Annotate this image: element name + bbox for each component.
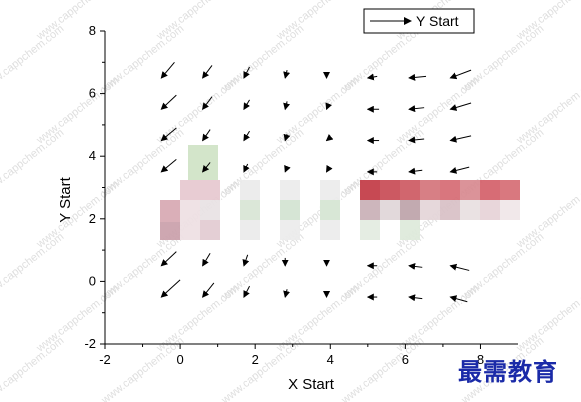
- y-tick-label: -2: [84, 336, 96, 351]
- vector-arrow: [283, 101, 291, 111]
- overlay-cell: [440, 180, 460, 200]
- overlay-cell: [240, 200, 260, 220]
- vector-arrow: [202, 96, 213, 111]
- x-axis-title: X Start: [288, 376, 335, 393]
- vector-arrow: [449, 69, 472, 80]
- overlay-cell: [180, 180, 220, 200]
- x-tick-label: 4: [327, 352, 334, 367]
- overlay-cell: [480, 200, 500, 220]
- vector-arrow: [201, 282, 215, 298]
- overlay-cell: [380, 180, 400, 200]
- pixelated-overlay: [160, 145, 520, 240]
- y-tick-label: 0: [89, 273, 96, 288]
- vector-arrow: [283, 289, 291, 299]
- overlay-cell: [180, 200, 200, 240]
- y-axis-title: Y Start: [57, 176, 74, 222]
- x-tick-label: 0: [176, 352, 183, 367]
- vector-arrow: [242, 254, 250, 267]
- vector-arrow: [325, 134, 334, 142]
- x-tick-label: 6: [402, 352, 409, 367]
- watermark-text: www.cappchem.com: [0, 335, 66, 402]
- vector-arrows: [160, 61, 472, 303]
- legend: Y Start: [363, 8, 475, 34]
- x-tick-label: 8: [477, 352, 484, 367]
- overlay-cell: [420, 180, 440, 200]
- overlay-cell: [320, 200, 340, 220]
- legend-box: [363, 8, 475, 34]
- overlay-cell: [500, 200, 520, 220]
- vector-arrow: [449, 166, 470, 174]
- y-tick-label: 6: [89, 86, 96, 101]
- watermark-text: www.cappchem.com: [0, 231, 66, 303]
- vector-arrow: [202, 65, 213, 79]
- overlay-cell: [460, 180, 480, 200]
- overlay-cell: [400, 220, 420, 240]
- vector-arrow: [408, 73, 427, 81]
- vector-arrow: [408, 136, 425, 144]
- vector-arrow: [243, 285, 250, 298]
- watermark-text: www.cappchem.com: [514, 283, 581, 355]
- overlay-cell: [280, 200, 300, 220]
- overlay-cell: [160, 222, 180, 240]
- vector-arrow: [325, 102, 332, 111]
- y-tick-label: 4: [89, 148, 96, 163]
- overlay-cell: [200, 220, 220, 240]
- overlay-cell: [420, 200, 440, 220]
- vector-arrow: [449, 102, 472, 111]
- overlay-cell: [480, 180, 500, 200]
- vector-arrow: [283, 70, 291, 79]
- vector-arrow: [160, 127, 177, 142]
- x-tick-label: -2: [99, 352, 111, 367]
- legend-label: Y Start: [416, 13, 459, 29]
- overlay-cell: [400, 180, 420, 200]
- vector-arrow: [283, 133, 291, 142]
- vector-arrow: [449, 135, 472, 143]
- vector-arrow: [243, 99, 251, 111]
- overlay-cell: [400, 200, 420, 220]
- overlay-cell: [360, 180, 380, 200]
- y-tick-label: 2: [89, 211, 96, 226]
- corner-watermark: 最需教育: [458, 357, 558, 386]
- vector-arrow: [160, 251, 177, 267]
- vector-arrow: [408, 167, 423, 175]
- watermark-text: www.cappchem.com: [514, 179, 581, 251]
- overlay-cell: [460, 200, 480, 220]
- overlay-cell: [160, 200, 180, 222]
- watermark-text: www.cappchem.com: [514, 75, 581, 147]
- y-tick-label: 8: [89, 23, 96, 38]
- y-ticks: -2 0 2 4 6 8: [84, 23, 105, 351]
- watermark-text: www.cappchem.com: [0, 23, 66, 95]
- vector-arrow: [160, 94, 177, 110]
- overlay-cell: [500, 180, 520, 200]
- vector-arrow: [326, 164, 333, 173]
- overlay-cell: [188, 145, 218, 180]
- vector-arrow: [202, 129, 211, 142]
- vector-arrow: [449, 263, 470, 271]
- vector-arrow: [243, 66, 250, 79]
- x-ticks: -2 0 2 4 6 8: [99, 344, 484, 367]
- vector-arrow: [243, 130, 251, 142]
- overlay-cell: [360, 220, 380, 240]
- vector-arrow: [160, 279, 181, 298]
- vector-arrow: [160, 61, 175, 79]
- vector-arrow: [408, 294, 423, 302]
- overlay-cell: [200, 200, 220, 220]
- vector-arrow: [449, 295, 468, 303]
- vector-arrow: [366, 73, 378, 81]
- vector-arrow: [202, 252, 211, 267]
- vector-arrow: [408, 105, 425, 113]
- vector-arrow: [243, 163, 250, 173]
- vector-arrow: [284, 164, 291, 173]
- overlay-cell: [380, 200, 400, 220]
- overlay-cell: [440, 200, 460, 220]
- watermark-text: www.cappchem.com: [339, 335, 427, 402]
- vector-arrow: [160, 158, 177, 173]
- x-tick-label: 2: [252, 352, 259, 367]
- overlay-cell: [360, 200, 380, 220]
- vector-arrow: [408, 262, 423, 270]
- vector-arrow: [201, 162, 211, 173]
